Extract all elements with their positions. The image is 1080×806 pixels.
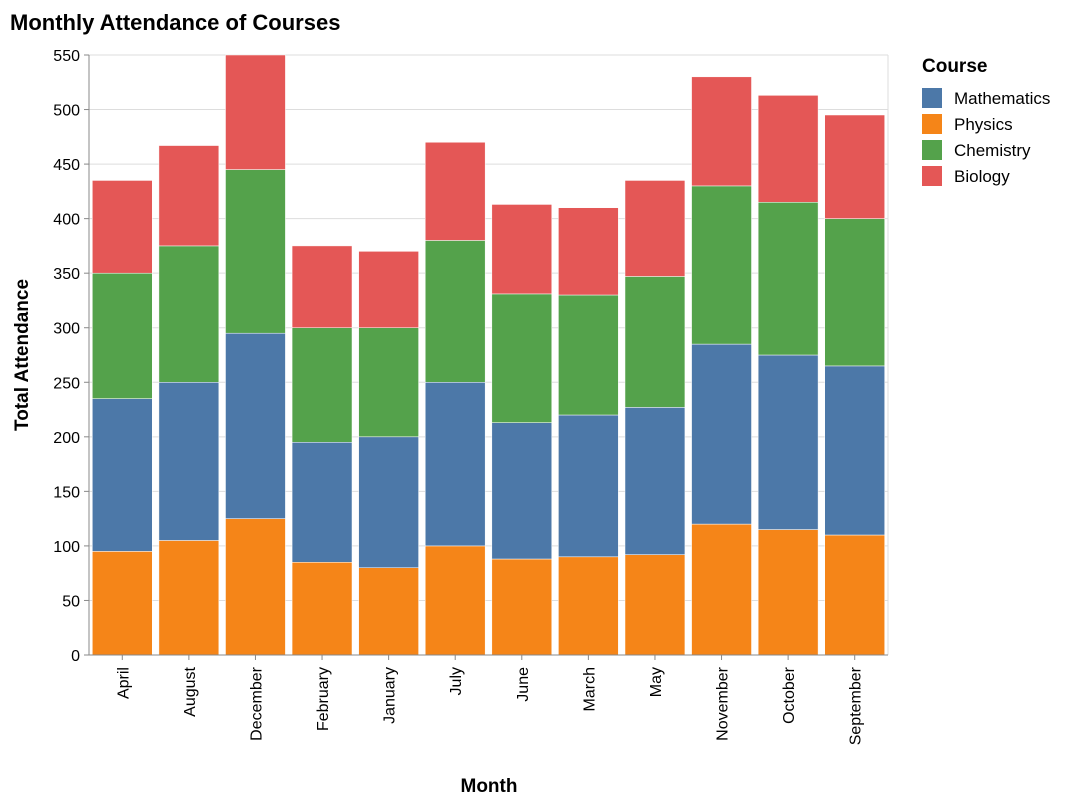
y-tick-label: 0 [71, 648, 80, 665]
bar-biology-august [158, 145, 220, 247]
y-tick-label: 200 [53, 430, 80, 447]
bar-chemistry-september [824, 218, 885, 367]
bar-mathematics-december [225, 332, 286, 519]
bar-mathematics-june [491, 422, 553, 560]
bar-physics-december [225, 518, 286, 656]
gridlines [89, 54, 889, 656]
y-tick-label: 400 [53, 212, 80, 229]
x-tick-label: September [848, 666, 865, 745]
bar-biology-july [424, 142, 486, 241]
bar-biology-december [225, 54, 286, 170]
bar-chemistry-april [92, 272, 153, 399]
bar-chemistry-may [624, 276, 686, 408]
legend-label-chemistry: Chemistry [954, 141, 1031, 160]
bar-mathematics-march [558, 414, 619, 558]
bar-physics-april [92, 551, 153, 656]
x-tick-label: April [115, 667, 132, 699]
x-tick-label: July [448, 667, 465, 695]
bar-chemistry-february [291, 327, 353, 443]
y-tick-label: 50 [62, 593, 80, 610]
bar-chemistry-march [558, 294, 619, 416]
bar-mathematics-november [691, 343, 752, 525]
bar-mathematics-august [158, 382, 220, 541]
bar-chemistry-july [424, 240, 486, 383]
x-tick-label: January [382, 667, 399, 724]
bar-mathematics-september [824, 365, 885, 536]
x-tick-label: May [648, 667, 665, 697]
y-axis: 0 50 100 150 200 250 300 350 400 450 500 550 [53, 48, 90, 665]
legend-swatch-mathematics [922, 88, 942, 108]
x-axis-title: Month [461, 776, 518, 797]
bars [92, 54, 885, 656]
y-tick-label: 500 [53, 103, 80, 120]
bar-mathematics-may [624, 407, 686, 555]
x-tick-label: December [248, 666, 265, 740]
bar-mathematics-january [358, 436, 419, 568]
bar-physics-october [757, 529, 819, 656]
bar-physics-february [291, 562, 353, 656]
legend-title: Course [922, 56, 987, 77]
legend: Course Mathematics Physics Chemistry Biolog… [922, 56, 1050, 186]
bar-biology-february [291, 245, 353, 328]
bar-physics-november [691, 523, 752, 656]
legend-swatch-biology [922, 166, 942, 186]
bar-mathematics-february [291, 442, 353, 563]
y-tick-label: 250 [53, 375, 80, 392]
legend-label-mathematics: Mathematics [954, 89, 1050, 108]
y-tick-label: 150 [53, 484, 80, 501]
legend-label-biology: Biology [954, 167, 1010, 186]
bar-physics-september [824, 534, 885, 656]
bar-physics-july [424, 545, 486, 656]
bar-physics-march [558, 556, 619, 656]
x-axis: April August December February January July Ju… [89, 654, 888, 745]
y-tick-label: 350 [53, 266, 80, 283]
bar-physics-january [358, 567, 419, 656]
bar-chemistry-june [491, 293, 553, 423]
x-tick-label: June [515, 667, 532, 702]
x-tick-label: February [315, 667, 332, 731]
legend-swatch-chemistry [922, 140, 942, 160]
bar-biology-may [624, 180, 686, 277]
x-tick-label: March [581, 667, 598, 711]
y-tick-label: 300 [53, 321, 80, 338]
chart-title: Monthly Attendance of Courses [10, 10, 340, 35]
legend-label-physics: Physics [954, 115, 1013, 134]
bar-biology-october [757, 95, 819, 203]
bar-chemistry-october [757, 202, 819, 356]
bar-biology-april [92, 180, 153, 274]
bar-mathematics-april [92, 398, 153, 552]
legend-swatch-physics [922, 114, 942, 134]
bar-physics-august [158, 540, 220, 656]
bar-chemistry-december [225, 169, 286, 334]
bar-mathematics-july [424, 382, 486, 547]
bar-chemistry-november [691, 185, 752, 345]
bar-physics-june [491, 558, 553, 656]
bar-mathematics-october [757, 354, 819, 530]
y-axis-title: Total Attendance [12, 279, 33, 431]
y-tick-label: 100 [53, 539, 80, 556]
x-tick-label: November [715, 666, 732, 740]
bar-chemistry-august [158, 245, 220, 383]
bar-biology-june [491, 204, 553, 295]
bar-physics-may [624, 554, 686, 656]
bar-chemistry-january [358, 327, 419, 438]
bar-biology-september [824, 114, 885, 219]
y-tick-label: 550 [53, 48, 80, 65]
bar-biology-march [558, 207, 619, 296]
bar-biology-november [691, 76, 752, 187]
y-tick-label: 450 [53, 157, 80, 174]
x-tick-label: October [781, 666, 798, 724]
x-tick-label: August [182, 666, 199, 716]
bar-biology-january [358, 251, 419, 328]
